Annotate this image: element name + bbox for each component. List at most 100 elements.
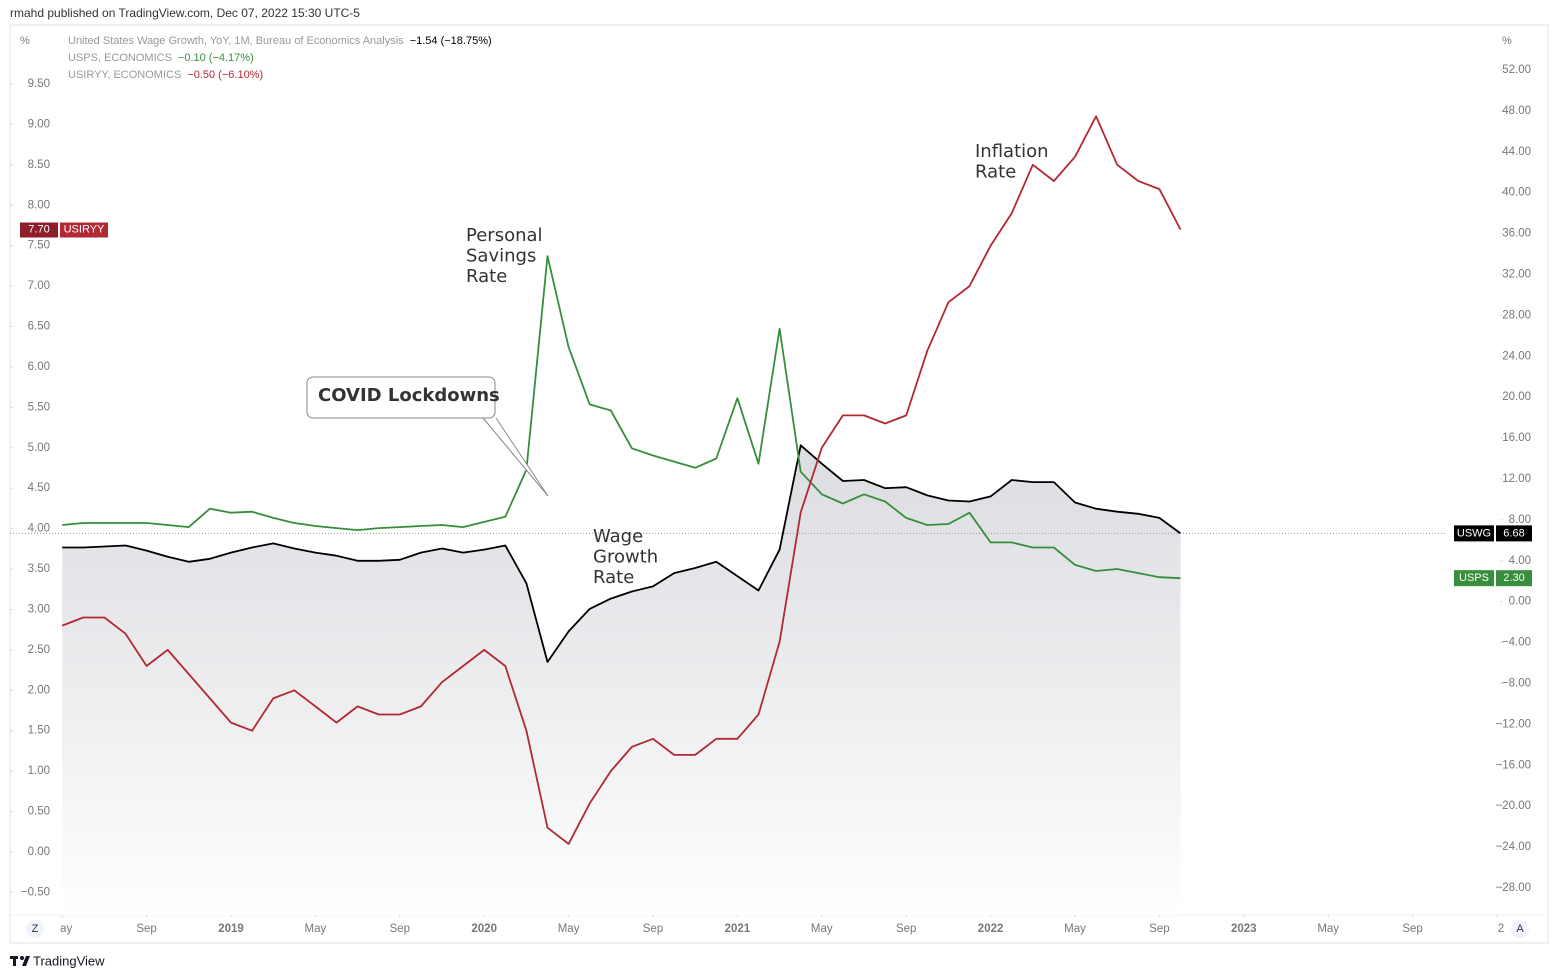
zoom-button[interactable] [26, 920, 44, 938]
right-axis-unit: % [1502, 35, 1512, 47]
chart-frame [9, 24, 1549, 944]
y2-tick-label: 44.00 [1502, 146, 1531, 158]
annotation-text: COVID Lockdowns [318, 385, 500, 406]
y2-tick-label: 16.00 [1502, 432, 1531, 444]
y2-tick-label: 48.00 [1502, 105, 1531, 117]
y2-tick-label: −20.00 [1496, 800, 1532, 812]
annotation-text: Rate [593, 567, 634, 588]
annotation-text: Wage [593, 526, 643, 547]
x-tick-label: Sep [1149, 923, 1169, 935]
y2-tick-label: −24.00 [1496, 841, 1532, 853]
byline: rmahd published on TradingView.com, Dec … [10, 6, 360, 20]
y-tick-label: 1.50 [28, 725, 50, 737]
y-tick-label: 3.50 [28, 563, 50, 575]
legend-change: −1.54 (−18.75%) [410, 35, 492, 47]
series-tag-name: USIRYY [64, 223, 105, 235]
x-tick-label: 2021 [725, 923, 751, 935]
y-tick-label: 9.00 [28, 118, 50, 130]
price-tag [1496, 570, 1532, 587]
x-tick-label: Sep [1402, 923, 1422, 935]
x-tick-label: Sep [136, 923, 156, 935]
annotation-text: Inflation [975, 141, 1049, 162]
y2-tick-label: −4.00 [1502, 637, 1531, 649]
footer-brand: TradingView [33, 953, 105, 968]
y2-tick-label: 28.00 [1502, 309, 1531, 321]
y2-tick-label: 24.00 [1502, 350, 1531, 362]
y-tick-label: 7.00 [28, 280, 50, 292]
y-tick-label: 4.50 [28, 482, 50, 494]
y2-tick-label: −16.00 [1496, 759, 1532, 771]
footer-logo [10, 956, 30, 966]
auto-button[interactable] [1511, 920, 1529, 938]
y-tick-label: 0.50 [28, 806, 50, 818]
y-tick-label: 0.00 [28, 846, 50, 858]
annotation-text: Growth [593, 547, 658, 568]
annotation-text: Savings [466, 246, 536, 267]
annotation-text: Personal [466, 225, 543, 246]
callout-box [306, 376, 496, 419]
y-tick-label: 4.00 [28, 523, 50, 535]
series-line [61, 115, 1182, 845]
price-tag-value: 2.30 [1503, 572, 1524, 584]
y2-tick-label: 4.00 [1509, 555, 1531, 567]
series-tag-name: USWG [1457, 527, 1491, 539]
y-tick-label: 5.00 [28, 442, 50, 454]
left-axis-unit: % [20, 35, 30, 47]
area-fill [62, 445, 1181, 915]
x-tick-label: May [1317, 923, 1339, 935]
price-tag-value: 6.68 [1503, 527, 1524, 539]
y-tick-label: 1.00 [28, 765, 50, 777]
y-tick-label: 8.50 [28, 159, 50, 171]
series-tag [1454, 525, 1494, 542]
annotation-text: Rate [975, 162, 1016, 183]
callout-pointer [482, 417, 549, 497]
x-tick-label: May [558, 923, 580, 935]
x-tick-label: 2019 [218, 923, 244, 935]
legend-name: USPS, ECONOMICS [68, 52, 172, 64]
legend-name: USIRYY, ECONOMICS [68, 69, 181, 81]
series-tag-name: USPS [1459, 572, 1489, 584]
y2-tick-label: 8.00 [1509, 514, 1531, 526]
y2-tick-label: 12.00 [1502, 473, 1531, 485]
y2-tick-label: −12.00 [1496, 718, 1532, 730]
price-tag [1496, 525, 1532, 542]
y2-tick-label: −8.00 [1502, 678, 1531, 690]
y-tick-label: 6.50 [28, 321, 50, 333]
annotation-text: Rate [466, 266, 507, 287]
legend-entry: USIRYY, ECONOMICS −0.50 (−6.10%) [68, 69, 263, 81]
y-tick-label: 3.00 [28, 603, 50, 615]
y-tick-label: 2.50 [28, 644, 50, 656]
legend-entry: USPS, ECONOMICS −0.10 (−4.17%) [68, 52, 254, 64]
y-tick-label: 6.00 [28, 361, 50, 373]
x-tick-label: Sep [390, 923, 410, 935]
y-tick-label: −0.50 [21, 886, 50, 898]
zoom-button-label[interactable]: Z [32, 923, 39, 935]
y2-tick-label: 52.00 [1502, 64, 1531, 76]
y-tick-label: 9.50 [28, 78, 50, 90]
x-tick-label: 2 [1498, 923, 1504, 935]
y2-tick-label: 36.00 [1502, 228, 1531, 240]
x-tick-label: ay [60, 923, 72, 935]
legend-name: United States Wage Growth, YoY, 1M, Bure… [68, 35, 404, 47]
series-tag [60, 222, 108, 238]
x-tick-label: 2023 [1231, 923, 1257, 935]
y2-tick-label: 32.00 [1502, 269, 1531, 281]
auto-button-label[interactable]: A [1516, 923, 1524, 935]
series-line [62, 444, 1182, 663]
x-tick-label: May [811, 923, 833, 935]
legend-entry: United States Wage Growth, YoY, 1M, Bure… [68, 35, 492, 47]
x-tick-label: 2022 [978, 923, 1004, 935]
plot-area [61, 115, 1182, 915]
y-tick-label: 2.00 [28, 684, 50, 696]
x-tick-label: 2020 [471, 923, 497, 935]
y2-tick-label: 40.00 [1502, 187, 1531, 199]
price-tag [20, 222, 58, 238]
series-line [62, 255, 1181, 580]
y2-tick-label: 20.00 [1502, 391, 1531, 403]
price-tag-value: 7.70 [28, 223, 49, 235]
y-tick-label: 8.00 [28, 199, 50, 211]
overlay: USWG 6.68 USPS 2.30 7.70 USIRYY PersonalSaving… [10, 141, 1532, 588]
x-tick-label: May [305, 923, 327, 935]
series-tag [1454, 570, 1494, 587]
